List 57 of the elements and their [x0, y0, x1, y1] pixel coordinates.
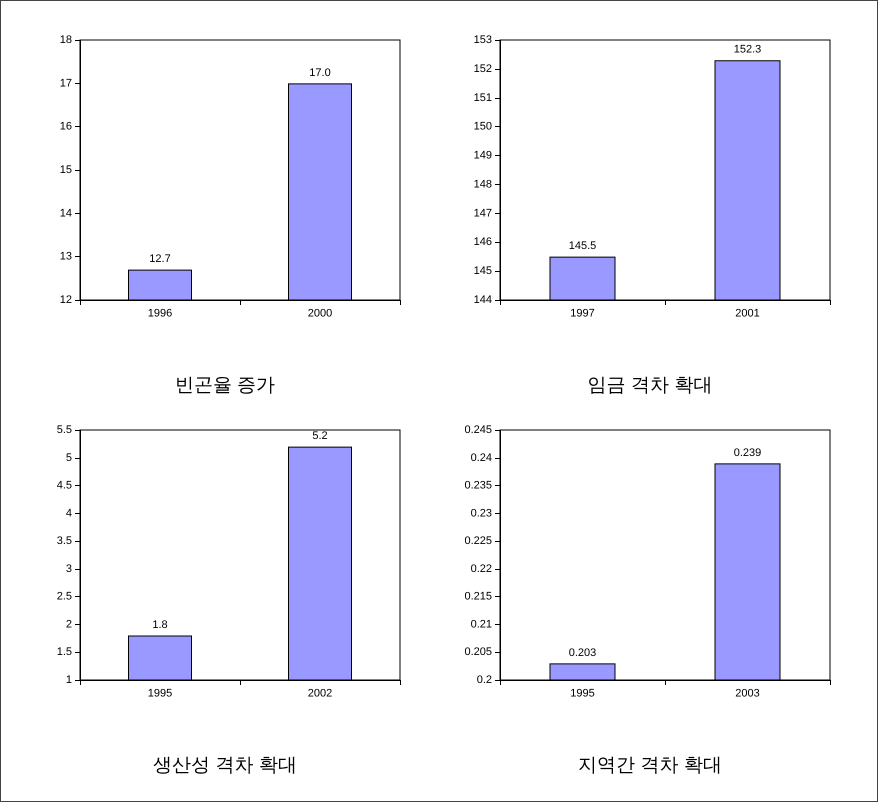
- y-tick-label: 149: [474, 150, 492, 162]
- y-tick-label: 2.5: [56, 590, 72, 603]
- y-tick-label: 5.5: [56, 424, 72, 436]
- y-tick-label: 153: [474, 34, 492, 46]
- data-label: 0.203: [568, 646, 596, 659]
- y-tick-label: 0.22: [470, 562, 492, 575]
- y-tick-label: 150: [474, 120, 492, 133]
- y-tick-label: 2: [66, 618, 72, 630]
- x-tick-label: 1997: [570, 308, 595, 320]
- y-tick-label: 17: [60, 77, 72, 90]
- y-tick-label: 0.24: [470, 452, 492, 464]
- data-label: 1.8: [152, 619, 168, 632]
- y-tick-label: 16: [60, 120, 72, 133]
- y-tick-label: 145: [474, 265, 492, 278]
- data-label: 12.7: [149, 253, 171, 266]
- y-tick-label: 3.5: [56, 535, 72, 548]
- text: 빈곤율 증가: [174, 375, 276, 396]
- y-tick-label: 5: [66, 452, 72, 464]
- y-tick-label: 1.5: [56, 646, 72, 658]
- x-tick-label: 1995: [148, 688, 172, 700]
- y-tick-label: 0.235: [464, 480, 492, 492]
- data-label: 17.0: [309, 66, 331, 79]
- x-tick-label: 1996: [148, 308, 172, 320]
- y-tick-label: 0.23: [470, 507, 492, 520]
- y-tick-label: 0.21: [470, 618, 492, 630]
- y-tick-label: 3: [66, 562, 72, 575]
- x-tick-label: 2000: [308, 308, 332, 320]
- text: 임금 격차 확대: [588, 375, 712, 396]
- y-tick-label: 0.215: [464, 590, 492, 603]
- data-label: 145.5: [568, 240, 596, 252]
- y-tick-label: 148: [474, 178, 492, 190]
- y-tick-label: 144: [474, 294, 492, 306]
- y-tick-label: 1: [66, 674, 72, 686]
- y-tick-label: 15: [60, 164, 72, 176]
- y-tick-label: 0.205: [464, 646, 492, 658]
- y-tick-label: 18: [60, 34, 72, 46]
- text: 지역간 격차 확대: [578, 755, 722, 776]
- y-tick-label: 0.245: [464, 424, 492, 436]
- y-tick-label: 152: [474, 62, 492, 75]
- y-tick-label: 14: [60, 207, 72, 220]
- data-label: 152.3: [734, 44, 762, 56]
- y-tick-label: 4.5: [56, 480, 72, 492]
- y-tick-label: 0.225: [464, 535, 492, 548]
- y-tick-label: 151: [474, 92, 492, 104]
- y-tick-label: 147: [474, 207, 492, 220]
- y-tick-label: 0.2: [476, 674, 492, 686]
- x-tick-label: 1995: [570, 688, 595, 700]
- x-tick-label: 2003: [735, 688, 760, 700]
- x-tick-label: 2001: [735, 308, 760, 320]
- data-label: 5.2: [312, 430, 328, 442]
- y-tick-label: 13: [60, 250, 72, 263]
- data-label: 0.239: [734, 446, 762, 459]
- x-tick-label: 2002: [308, 688, 332, 700]
- y-tick-label: 12: [60, 294, 72, 306]
- y-tick-label: 4: [66, 507, 72, 520]
- y-tick-label: 146: [474, 236, 492, 248]
- text: 생산성 격차 확대: [153, 755, 297, 776]
